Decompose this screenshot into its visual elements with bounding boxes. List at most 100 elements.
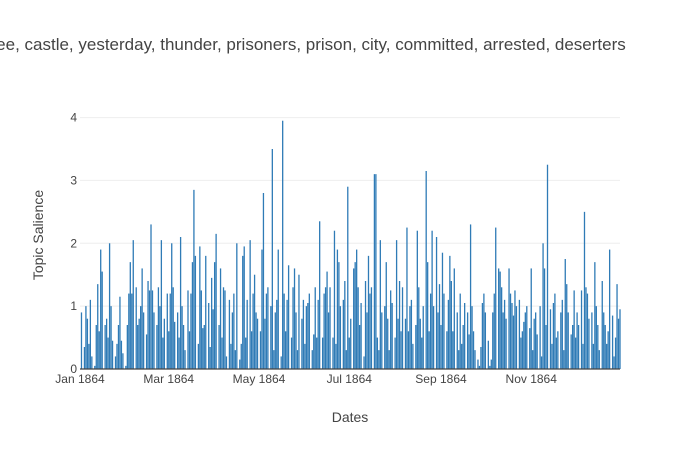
bar: [86, 318, 89, 369]
bar: [125, 365, 127, 369]
bar: [97, 284, 99, 369]
bar: [611, 315, 614, 369]
bar: [598, 350, 600, 369]
bar: [274, 312, 276, 369]
bar: [98, 331, 100, 369]
bar: [151, 290, 154, 369]
bar: [447, 299, 450, 369]
bar: [255, 312, 257, 369]
bar: [114, 356, 117, 369]
bar: [209, 347, 211, 369]
y-tick-label: 4: [70, 111, 77, 125]
bar: [321, 337, 324, 369]
bar: [490, 359, 492, 369]
bar: [543, 268, 546, 369]
bar: [174, 321, 176, 369]
bar: [400, 331, 402, 369]
bar: [438, 284, 441, 369]
bar: [137, 325, 139, 369]
bar: [181, 306, 183, 369]
bar: [440, 325, 442, 369]
bar: [313, 334, 315, 369]
bar: [459, 293, 461, 369]
y-gridlines: [80, 117, 620, 307]
bar: [347, 186, 349, 369]
bar: [418, 287, 420, 369]
bar: [108, 243, 111, 369]
bar: [215, 233, 217, 369]
y-tick-label: 0: [70, 362, 77, 376]
bar: [401, 287, 404, 369]
bar: [395, 240, 398, 369]
bar: [205, 255, 207, 369]
bar: [536, 334, 538, 369]
bar: [129, 262, 131, 369]
bar: [512, 315, 515, 369]
bar: [199, 246, 201, 369]
bar: [190, 293, 192, 369]
y-tick-labels: 0 1 2 3 4: [70, 111, 77, 376]
x-axis-title: Dates: [332, 409, 369, 425]
bar: [524, 312, 526, 369]
bar: [529, 328, 531, 369]
bar: [256, 318, 259, 369]
x-tick-label: Sep 1864: [415, 372, 467, 386]
bar: [252, 293, 254, 369]
bar: [298, 274, 300, 369]
bar: [449, 255, 451, 369]
bar: [437, 312, 439, 369]
bar: [222, 287, 225, 369]
bar: [398, 281, 401, 369]
bar: [478, 365, 481, 369]
bar: [231, 312, 234, 369]
bar: [191, 262, 194, 369]
bar: [520, 337, 522, 369]
bar: [404, 318, 407, 369]
bar: [225, 356, 228, 369]
bar: [446, 331, 448, 369]
bar: [508, 268, 510, 369]
bar: [264, 318, 266, 369]
bar: [563, 350, 565, 369]
bar: [262, 193, 265, 369]
bar: [415, 325, 417, 369]
bar: [484, 312, 487, 369]
bar: [419, 318, 421, 369]
bar: [273, 350, 275, 369]
bar: [586, 293, 589, 369]
bar: [302, 299, 305, 369]
bar: [132, 240, 134, 369]
bar: [344, 281, 346, 369]
bar: [319, 221, 321, 369]
bar: [487, 340, 489, 369]
bar: [276, 299, 278, 369]
bar: [104, 325, 106, 369]
bar: [243, 246, 245, 369]
bar: [425, 171, 427, 369]
y-tick-label: 3: [70, 173, 77, 187]
bar: [111, 340, 114, 369]
bar: [554, 293, 556, 369]
bar: [532, 350, 534, 369]
x-tick-label: Jan 1864: [55, 372, 105, 386]
bar: [617, 318, 620, 369]
bar: [492, 312, 494, 369]
chart-title: yankee, castle, yesterday, thunder, pris…: [0, 35, 626, 54]
bar: [530, 268, 532, 369]
bar: [105, 318, 108, 369]
bar: [366, 312, 368, 369]
bar: [350, 318, 352, 369]
bar: [477, 359, 479, 369]
bar: [292, 287, 294, 369]
bar: [162, 337, 164, 369]
bar: [521, 331, 524, 369]
bar: [240, 343, 242, 369]
bar: [342, 299, 344, 369]
bar: [290, 337, 293, 369]
bar: [542, 243, 544, 369]
bar: [236, 243, 238, 369]
bar: [142, 312, 145, 369]
bar: [499, 271, 501, 369]
bar: [148, 290, 151, 369]
bar: [122, 353, 124, 369]
